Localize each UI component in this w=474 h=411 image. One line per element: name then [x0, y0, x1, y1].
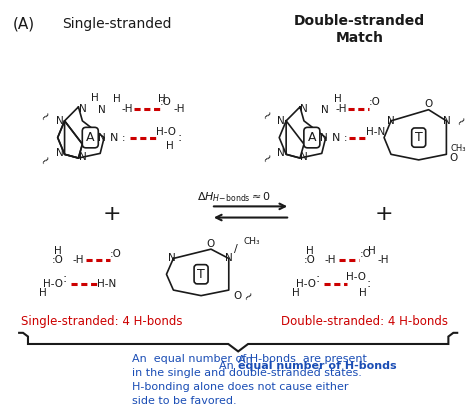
Text: N :: N : — [332, 133, 347, 143]
Text: H: H — [292, 288, 300, 298]
Text: An: An — [237, 355, 256, 365]
Text: H-O: H-O — [43, 279, 63, 289]
Text: ~: ~ — [37, 108, 54, 125]
Text: H-O: H-O — [346, 272, 366, 282]
Text: H: H — [306, 246, 314, 256]
Text: (A): (A) — [13, 17, 35, 32]
Text: N: N — [98, 133, 106, 143]
Text: N: N — [56, 116, 64, 126]
Text: H: H — [54, 246, 62, 256]
Text: N: N — [56, 148, 64, 158]
Text: $\Delta H_{H\mathregular{-bonds}} \approx 0$: $\Delta H_{H\mathregular{-bonds}} \appro… — [197, 190, 271, 204]
Text: H-N: H-N — [97, 279, 117, 289]
Text: :O: :O — [369, 97, 381, 107]
Text: CH₃: CH₃ — [450, 144, 466, 153]
Text: N: N — [277, 116, 285, 126]
Text: N: N — [321, 105, 328, 115]
Text: O: O — [449, 153, 457, 163]
Text: :: : — [177, 131, 182, 144]
Text: A: A — [308, 131, 316, 144]
Text: N: N — [443, 116, 450, 126]
Text: CH₃: CH₃ — [244, 237, 260, 246]
Text: -H: -H — [122, 104, 134, 114]
Text: N: N — [79, 104, 86, 114]
Text: H: H — [359, 288, 367, 298]
Text: ~: ~ — [241, 287, 257, 304]
Text: +: + — [103, 204, 121, 224]
Text: N: N — [225, 254, 233, 263]
Text: H: H — [158, 95, 165, 104]
Text: /: / — [234, 244, 237, 254]
Text: H-O: H-O — [296, 279, 316, 289]
Text: equal number of H-bonds: equal number of H-bonds — [237, 361, 396, 371]
Text: :O: :O — [110, 249, 122, 259]
Text: Single-stranded: 4 H-bonds: Single-stranded: 4 H-bonds — [21, 315, 183, 328]
Text: N: N — [167, 254, 175, 263]
Text: +: + — [375, 204, 393, 224]
Text: -H: -H — [336, 104, 347, 114]
Text: ~: ~ — [453, 113, 470, 129]
Text: Single-stranded: Single-stranded — [62, 17, 172, 31]
Text: O: O — [207, 238, 215, 249]
Text: N: N — [320, 133, 328, 143]
Text: ~: ~ — [260, 106, 277, 122]
Text: :: : — [366, 277, 370, 290]
Text: T: T — [197, 268, 205, 281]
Text: H-O: H-O — [155, 127, 175, 137]
Text: :O: :O — [160, 97, 172, 107]
Text: -H: -H — [73, 255, 84, 266]
Text: N: N — [79, 152, 86, 162]
Text: A: A — [86, 131, 94, 144]
Text: :O: :O — [304, 255, 316, 266]
Text: H: H — [39, 288, 47, 298]
Text: -H: -H — [377, 255, 389, 266]
Text: :: : — [316, 272, 320, 285]
Text: H: H — [91, 92, 99, 103]
Text: :: : — [63, 272, 67, 285]
Text: An: An — [219, 361, 237, 371]
Text: T: T — [415, 131, 422, 144]
Text: O: O — [424, 99, 433, 109]
Text: H-N: H-N — [366, 127, 385, 137]
Text: O: O — [234, 291, 242, 300]
Text: :O: :O — [52, 255, 64, 266]
Text: N: N — [300, 152, 308, 162]
Text: N: N — [387, 116, 395, 126]
Text: N :: N : — [110, 133, 126, 143]
Text: N: N — [98, 105, 106, 115]
Text: :O: :O — [359, 249, 371, 259]
Text: An  equal number of H-bonds  are present
in the single and double-stranded state: An equal number of H-bonds are present i… — [132, 354, 367, 406]
Text: -H: -H — [173, 104, 185, 114]
Text: ~: ~ — [37, 152, 54, 168]
Text: -H: -H — [325, 255, 336, 266]
Text: H: H — [334, 95, 341, 104]
Text: N: N — [300, 104, 308, 114]
Text: N: N — [277, 148, 285, 158]
Text: ~: ~ — [260, 150, 277, 166]
Text: H: H — [165, 141, 173, 151]
Text: Double-stranded
Match: Double-stranded Match — [294, 14, 425, 45]
Text: H: H — [368, 246, 376, 256]
Text: H: H — [113, 95, 121, 104]
Text: Double-stranded: 4 H-bonds: Double-stranded: 4 H-bonds — [281, 315, 448, 328]
